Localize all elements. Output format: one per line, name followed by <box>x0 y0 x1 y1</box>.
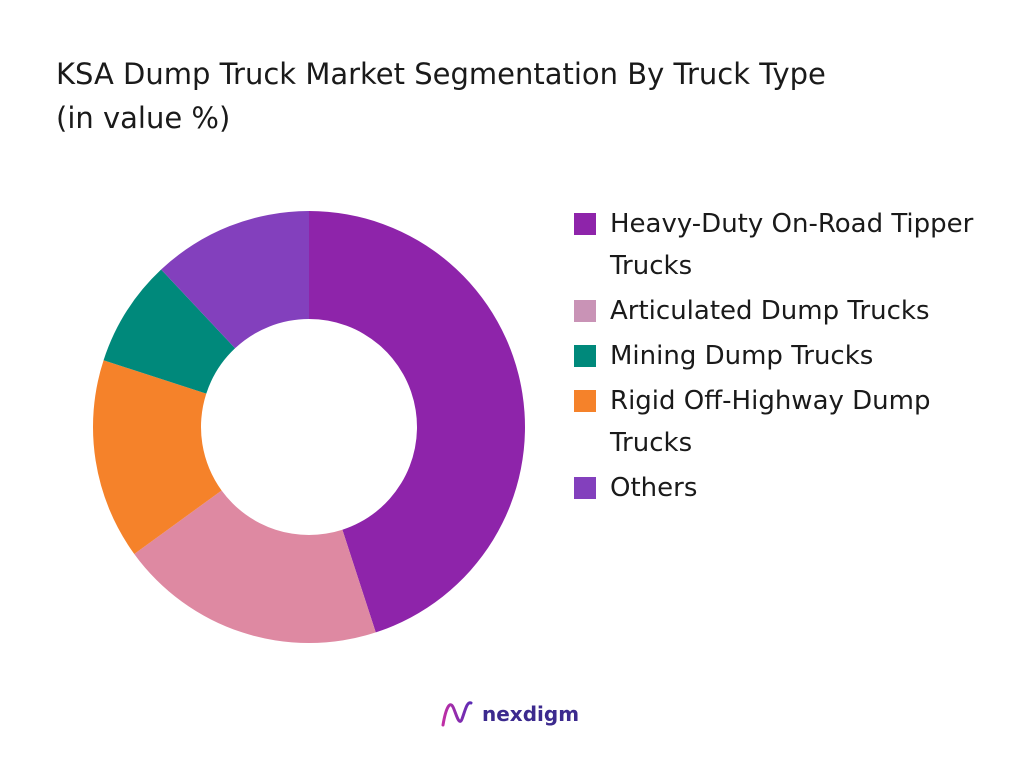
donut-slice-mining-dump-trucks <box>103 269 236 394</box>
legend-label: Mining Dump Trucks <box>610 341 874 371</box>
brand-name: nexdigm <box>482 702 580 726</box>
legend-swatch <box>574 477 596 499</box>
legend-item: Others <box>574 467 1014 509</box>
legend-label: Rigid Off-Highway Dump Trucks <box>610 386 931 458</box>
legend-swatch <box>574 390 596 412</box>
brand-logo: nexdigm <box>440 697 579 731</box>
chart-title-line-2: (in value %) <box>56 101 231 135</box>
legend-label: Articulated Dump Trucks <box>610 296 930 326</box>
legend-swatch <box>574 300 596 322</box>
legend-item: Articulated Dump Trucks <box>574 290 1014 332</box>
chart-legend: Heavy-Duty On-Road Tipper Trucks Articula… <box>574 203 1014 512</box>
nexdigm-logo-icon <box>441 701 473 727</box>
donut-slice-heavy-duty-on-road-tipper-trucks <box>309 211 525 633</box>
donut-slice-rigid-off-highway-dump-trucks <box>93 360 222 554</box>
chart-title: KSA Dump Truck Market Segmentation By Tr… <box>56 52 956 140</box>
legend-swatch <box>574 345 596 367</box>
legend-item: Rigid Off-Highway Dump Trucks <box>574 380 1014 464</box>
chart-title-line-1: KSA Dump Truck Market Segmentation By Tr… <box>56 57 826 91</box>
legend-item: Mining Dump Trucks <box>574 335 1014 377</box>
legend-label: Heavy-Duty On-Road Tipper Trucks <box>610 209 974 281</box>
legend-label: Others <box>610 473 698 503</box>
donut-slice-others <box>161 211 309 349</box>
legend-swatch <box>574 213 596 235</box>
donut-slice-articulated-dump-trucks <box>134 490 376 643</box>
legend-item: Heavy-Duty On-Road Tipper Trucks <box>574 203 1014 287</box>
